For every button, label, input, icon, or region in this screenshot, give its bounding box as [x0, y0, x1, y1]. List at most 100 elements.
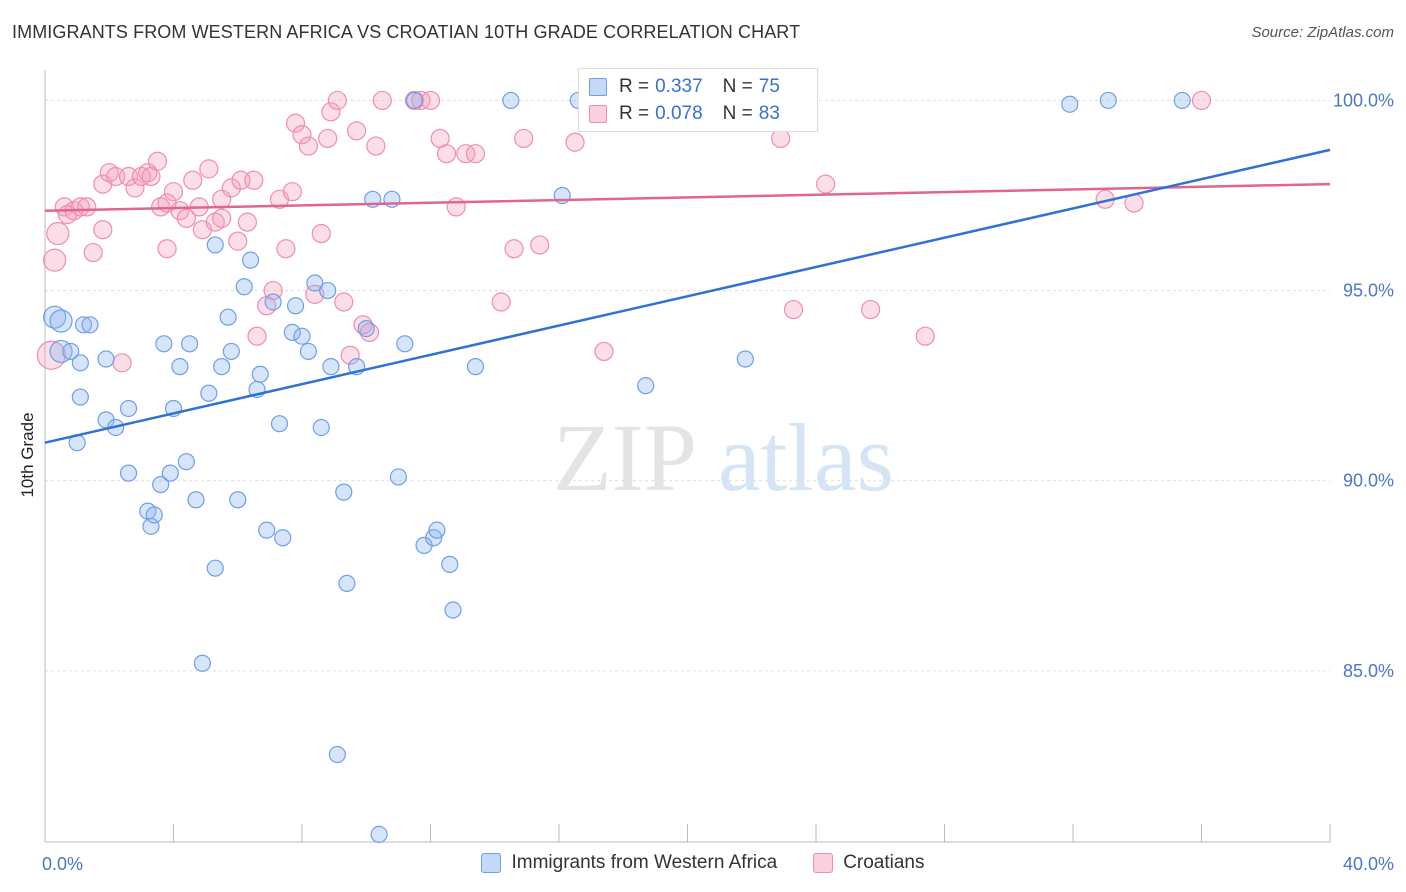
western-africa-point	[222, 342, 240, 361]
croatians-point	[276, 239, 296, 259]
western-africa-point	[161, 464, 179, 482]
croatians-point	[436, 144, 457, 164]
western-africa-point	[306, 274, 324, 292]
western-africa-point	[1061, 95, 1079, 113]
croatians-points	[36, 90, 1212, 373]
y-tick-label: 90.0%	[1343, 471, 1394, 491]
blue-swatch-icon	[589, 78, 607, 96]
western-africa-point	[312, 418, 330, 437]
croatians-point	[514, 128, 534, 149]
legend-r-value: 0.337	[655, 76, 703, 97]
legend-item-western-africa[interactable]: Immigrants from Western Africa	[481, 852, 777, 874]
western-africa-point	[187, 491, 205, 509]
western-africa-point	[97, 350, 115, 368]
pink-swatch-icon	[589, 105, 607, 123]
western-africa-point	[206, 559, 224, 577]
legend-item-croatians[interactable]: Croatians	[813, 852, 925, 874]
croatians-point	[77, 197, 97, 217]
western-africa-point	[322, 358, 340, 376]
croatians-point	[83, 242, 103, 263]
western-africa-point	[466, 358, 485, 376]
legend-r-label: R =	[619, 103, 650, 124]
croatians-point	[340, 345, 360, 365]
croatians-point	[411, 90, 431, 111]
tick-labels: 85.0% 90.0% 95.0% 100.0% 0.0% 40.0%	[42, 90, 1394, 874]
croatians-point	[327, 90, 347, 111]
western-africa-point	[441, 555, 459, 573]
croatians-point	[334, 292, 354, 312]
western-africa-point	[328, 745, 346, 764]
x-tick-label: 0.0%	[42, 854, 83, 874]
croatians-point	[565, 132, 585, 152]
western-africa-point	[219, 308, 237, 326]
croatians-point	[504, 239, 524, 259]
croatians-point	[157, 239, 177, 259]
croatians-point	[366, 136, 386, 156]
western-africa-point	[274, 529, 292, 547]
western-africa-point	[319, 281, 337, 300]
croatians-point	[456, 144, 476, 164]
western-africa-point	[428, 521, 446, 539]
western-africa-point	[1173, 91, 1191, 110]
croatians-point	[292, 125, 312, 145]
source-credit: Source: ZipAtlas.com	[1251, 24, 1394, 41]
western-africa-point	[49, 339, 73, 364]
watermark-zip: ZIP	[553, 404, 697, 511]
legend-r-label: R =	[619, 76, 650, 97]
trend-lines	[44, 148, 1331, 444]
croatians-point	[446, 197, 466, 217]
western-africa-point	[357, 320, 375, 338]
western-africa-point	[389, 468, 407, 486]
croatians-point	[420, 90, 441, 111]
western-africa-point	[736, 350, 754, 368]
croatians-point	[530, 235, 550, 255]
croatians-point	[318, 128, 338, 149]
croatians-point	[244, 170, 264, 190]
croatians-point	[147, 151, 168, 171]
legend-n-value: 83	[758, 103, 780, 124]
legend-n-label: N =	[722, 76, 753, 97]
croatians-point	[594, 341, 614, 362]
western-africa-point	[283, 323, 301, 342]
legend-n-label: N =	[722, 103, 753, 124]
western-africa-point	[338, 574, 356, 592]
croatians-point	[311, 223, 331, 244]
croatians-point	[282, 182, 302, 202]
western-africa-point	[74, 316, 93, 334]
correlation-legend: R = 0.337 N = 75 R = 0.078 N = 83	[578, 68, 818, 132]
western-africa-point	[119, 399, 138, 418]
croatians-trend-line	[44, 182, 1331, 212]
croatians-point	[237, 212, 257, 232]
western-africa-point	[637, 377, 655, 395]
western-africa-point	[383, 190, 401, 208]
western-africa-point	[396, 335, 414, 353]
y-tick-label: 95.0%	[1343, 281, 1394, 301]
legend-row-western-africa: R = 0.337 N = 75	[589, 75, 780, 99]
western-africa-point	[1099, 91, 1117, 110]
croatians-point	[861, 299, 881, 320]
croatians-point	[125, 178, 145, 198]
chart-title: IMMIGRANTS FROM WESTERN AFRICA VS CROATI…	[12, 22, 801, 42]
croatians-point	[404, 90, 425, 111]
western-africa-point	[405, 91, 424, 110]
croatians-point	[199, 159, 219, 179]
croatians-point	[915, 326, 935, 346]
legend-r-value: 0.078	[655, 103, 703, 124]
x-tick-label: 40.0%	[1343, 854, 1394, 874]
western-africa-point	[258, 521, 276, 539]
croatians-point	[298, 136, 319, 156]
western-africa-point	[177, 453, 195, 471]
western-africa-point	[235, 278, 253, 296]
croatians-point	[212, 208, 232, 228]
axes	[44, 70, 1331, 843]
western-africa-point	[49, 309, 73, 333]
croatians-point	[70, 197, 90, 217]
western-africa-point	[251, 365, 269, 383]
western-africa-point	[145, 506, 163, 524]
croatians-point	[228, 231, 248, 251]
croatians-point	[247, 326, 267, 346]
y-tick-label: 85.0%	[1343, 661, 1394, 681]
croatians-point	[112, 353, 132, 373]
western-africa-point	[71, 388, 89, 406]
